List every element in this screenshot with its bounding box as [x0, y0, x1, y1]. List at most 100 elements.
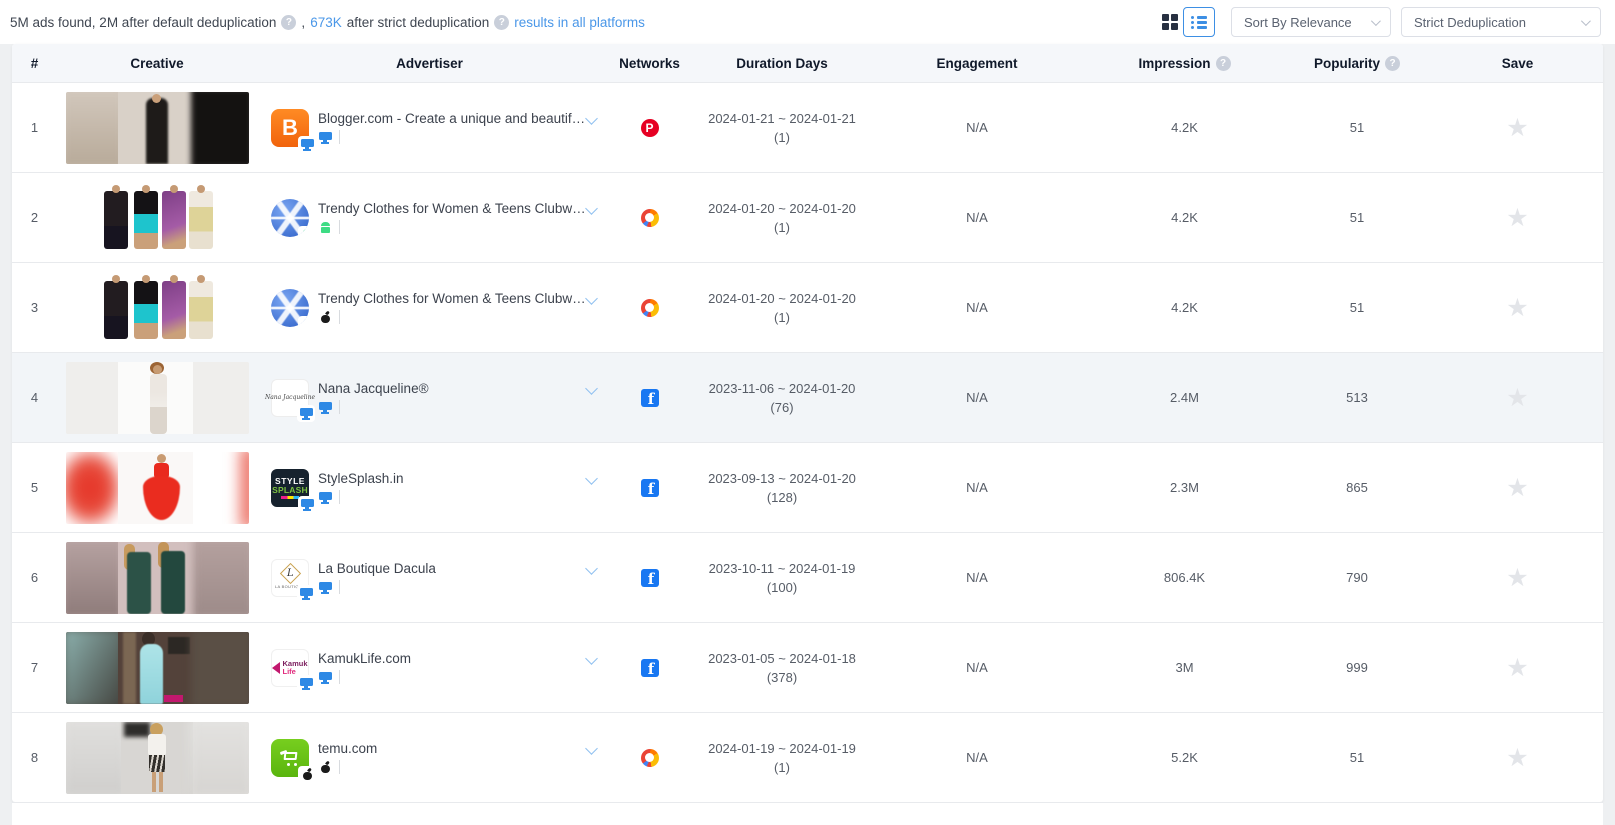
deduplication-dropdown[interactable]: Strict Deduplication — [1401, 7, 1601, 37]
globe-app-logo[interactable] — [271, 288, 309, 327]
chevron-down-icon[interactable] — [585, 112, 598, 125]
header-popularity-label: Popularity — [1313, 55, 1380, 71]
grid-view-button[interactable] — [1145, 7, 1177, 37]
duration-range: 2023-10-11 ~ 2024-01-19 — [708, 560, 856, 576]
duration-days: (76) — [770, 399, 794, 415]
ad-creative-thumbnail[interactable] — [65, 181, 249, 254]
globe-app-logo[interactable] — [271, 198, 309, 237]
chevron-down-icon[interactable] — [585, 382, 598, 395]
duration-range: 2024-01-19 ~ 2024-01-19 — [708, 740, 856, 756]
duration-days: (1) — [774, 129, 790, 145]
la-boutique-logo[interactable]: L LA BOUTIQUE — [271, 558, 313, 600]
row-index: 3 — [30, 300, 39, 315]
table-row[interactable]: 7 Kamuk Life KamukLife.com — [12, 622, 1603, 712]
table-row[interactable]: 8 temu.com 2024-01-19 ~ 2024-01-19 (1 — [12, 712, 1603, 802]
save-star-icon[interactable] — [1506, 385, 1528, 410]
desktop-icon — [318, 671, 332, 684]
table-row[interactable]: 1 B Blogger.com - Create a unique and be… — [12, 82, 1603, 172]
ad-creative-thumbnail[interactable] — [65, 631, 249, 704]
android-icon — [318, 221, 332, 234]
advertiser-name[interactable]: Nana Jacqueline® — [318, 381, 429, 396]
chevron-down-icon[interactable] — [585, 562, 598, 575]
logo-arrow — [272, 661, 281, 674]
table-row[interactable]: 3 Trendy Clothes for Women & Teens Clubw… — [12, 262, 1603, 352]
row-index: 2 — [30, 210, 39, 225]
row-index: 7 — [30, 660, 39, 675]
advertiser-name[interactable]: Trendy Clothes for Women & Teens Clubwea… — [318, 291, 587, 306]
engagement-value: N/A — [966, 570, 988, 585]
advertiser-name[interactable]: La Boutique Dacula — [318, 561, 436, 576]
advertiser-name[interactable]: StyleSplash.in — [318, 471, 404, 486]
save-star-icon[interactable] — [1506, 295, 1528, 320]
all-platforms-link[interactable]: results in all platforms — [514, 14, 645, 30]
table-row[interactable]: 4 Nana Jacqueline Nana Jacqueline® 2023-… — [12, 352, 1603, 442]
facebook-icon — [640, 478, 659, 497]
stylesplash-logo[interactable]: STYLE SPLASH — [271, 468, 314, 511]
row-index: 5 — [30, 480, 39, 495]
impression-value: 2.3M — [1170, 480, 1199, 495]
ad-creative-thumbnail[interactable] — [65, 271, 249, 344]
save-star-icon[interactable] — [1506, 745, 1528, 770]
table-row[interactable]: 5 STYLE SPLASH StyleSplash.in 2023-09-13… — [12, 442, 1603, 532]
engagement-value: N/A — [966, 300, 988, 315]
temu-logo[interactable] — [271, 738, 314, 781]
admob-icon — [640, 208, 659, 227]
ad-creative-thumbnail[interactable] — [65, 541, 249, 614]
help-icon[interactable] — [1385, 55, 1400, 71]
chevron-down-icon[interactable] — [585, 742, 598, 755]
duration-range: 2023-01-05 ~ 2024-01-18 — [708, 650, 856, 666]
chevron-down-icon[interactable] — [585, 292, 598, 305]
desktop-badge-icon — [299, 676, 313, 690]
header-save: Save — [1501, 55, 1534, 71]
advertiser-name[interactable]: Trendy Clothes for Women & Teens Clubwea… — [318, 201, 587, 216]
dedup-dropdown-value: Strict Deduplication — [1414, 14, 1526, 30]
logo-script-text: Nana Jacqueline — [264, 394, 316, 401]
popularity-value: 51 — [1349, 120, 1365, 135]
strict-count-link[interactable]: 673K — [310, 14, 342, 30]
impression-value: 5.2K — [1171, 750, 1198, 765]
ads-table: # Creative Advertiser Networks Duration … — [12, 44, 1603, 802]
help-icon[interactable] — [1215, 55, 1231, 71]
header-impression: Impression — [1087, 55, 1282, 71]
save-star-icon[interactable] — [1506, 205, 1528, 230]
advertiser-name[interactable]: temu.com — [318, 741, 378, 756]
help-icon[interactable] — [494, 14, 510, 30]
facebook-icon — [640, 568, 659, 587]
advertiser-name[interactable]: KamukLife.com — [318, 651, 412, 666]
logo-line1: Kamuk — [282, 658, 308, 668]
ad-creative-thumbnail[interactable] — [65, 721, 249, 794]
save-star-icon[interactable] — [1506, 475, 1528, 500]
list-view-button[interactable] — [1183, 7, 1215, 37]
chevron-down-icon — [1580, 15, 1591, 26]
popularity-value: 790 — [1346, 570, 1368, 585]
kamuklife-logo[interactable]: Kamuk Life — [271, 648, 313, 690]
blogger-logo[interactable]: B — [271, 108, 314, 151]
duration-days: (378) — [766, 669, 798, 685]
sort-dropdown[interactable]: Sort By Relevance — [1231, 7, 1391, 37]
ad-creative-thumbnail[interactable] — [65, 451, 249, 524]
table-row[interactable]: 2 Trendy Clothes for Women & Teens Clubw… — [12, 172, 1603, 262]
save-star-icon[interactable] — [1506, 565, 1528, 590]
pinterest-icon — [640, 118, 659, 137]
save-star-icon[interactable] — [1506, 115, 1528, 140]
impression-value: 4.2K — [1171, 300, 1198, 315]
duration-days: (1) — [774, 309, 790, 325]
advertiser-name[interactable]: Blogger.com - Create a unique and beauti… — [318, 111, 587, 126]
impression-value: 3M — [1175, 660, 1194, 675]
chevron-down-icon[interactable] — [585, 202, 598, 215]
ad-creative-thumbnail[interactable] — [65, 91, 249, 164]
chevron-down-icon[interactable] — [585, 472, 598, 485]
help-icon[interactable] — [281, 14, 297, 30]
blogger-letter: B — [282, 114, 298, 140]
chevron-down-icon[interactable] — [585, 652, 598, 665]
facebook-icon — [640, 658, 659, 677]
table-row[interactable]: 6 L LA BOUTIQUE La Boutique Dacula 2023-… — [12, 532, 1603, 622]
grid-icon — [1162, 14, 1169, 21]
ad-creative-thumbnail[interactable] — [65, 361, 249, 434]
duration-range: 2024-01-21 ~ 2024-01-21 — [708, 110, 856, 126]
divider — [339, 580, 340, 594]
popularity-value: 51 — [1349, 750, 1365, 765]
duration-range: 2024-01-20 ~ 2024-01-20 — [708, 290, 856, 306]
nana-jacqueline-logo[interactable]: Nana Jacqueline — [265, 378, 315, 420]
save-star-icon[interactable] — [1506, 655, 1528, 680]
